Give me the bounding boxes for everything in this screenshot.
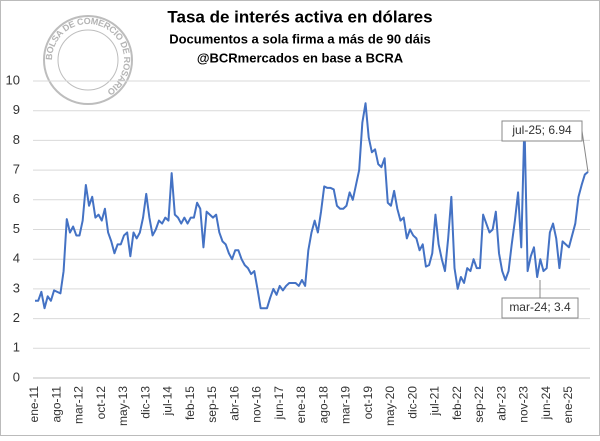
y-tick-label: 1 bbox=[13, 340, 20, 355]
series-line bbox=[35, 102, 589, 310]
y-tick-label: 5 bbox=[13, 221, 20, 236]
x-tick-label: mar-12 bbox=[72, 386, 86, 424]
chart-title: Tasa de interés activa en dólares bbox=[167, 7, 432, 26]
x-tick-label: jun-17 bbox=[272, 386, 286, 421]
y-tick-label: 9 bbox=[13, 102, 20, 117]
x-tick-label: mar-19 bbox=[339, 386, 353, 424]
x-tick-label: nov-16 bbox=[250, 386, 264, 423]
y-tick-label: 2 bbox=[13, 310, 20, 325]
y-tick-label: 4 bbox=[13, 251, 20, 266]
chart-subtitle: Documentos a sola firma a más de 90 dáis bbox=[169, 31, 431, 46]
x-tick-label: jun-24 bbox=[539, 386, 553, 421]
x-tick-label: ene-11 bbox=[27, 386, 41, 423]
chart-source: @BCRmercados en base a BCRA bbox=[197, 50, 404, 65]
y-tick-label: 3 bbox=[13, 280, 20, 295]
x-tick-label: ago-18 bbox=[316, 386, 330, 424]
y-tick-label: 0 bbox=[13, 369, 20, 384]
annotation-box bbox=[501, 120, 583, 142]
y-tick-label: 8 bbox=[13, 132, 20, 147]
x-tick-label: may-13 bbox=[116, 386, 130, 426]
x-tick-label: sep-15 bbox=[205, 386, 219, 423]
x-tick-label: jul-14 bbox=[161, 386, 175, 417]
x-tick-label: ene-25 bbox=[561, 386, 575, 424]
x-tick-label: dic-20 bbox=[405, 386, 419, 419]
x-tick-label: oct-12 bbox=[94, 386, 108, 420]
annotation-leader bbox=[581, 130, 589, 173]
y-tick-label: 10 bbox=[6, 72, 20, 87]
x-tick-label: ago-11 bbox=[49, 386, 63, 423]
x-tick-label: sep-22 bbox=[472, 386, 486, 423]
x-tick-label: oct-19 bbox=[361, 386, 375, 420]
x-tick-label: feb-22 bbox=[450, 386, 464, 420]
annotation-box bbox=[501, 297, 579, 319]
annotation-text: jul-25; 6.94 bbox=[511, 123, 572, 137]
y-tick-label: 7 bbox=[13, 162, 20, 177]
x-tick-label: jul-21 bbox=[428, 386, 442, 417]
annotation-text: mar-24; 3.4 bbox=[509, 300, 571, 314]
x-tick-label: ene-18 bbox=[294, 386, 308, 424]
x-tick-label: may-20 bbox=[383, 386, 397, 426]
x-tick-label: nov-23 bbox=[517, 386, 531, 423]
x-tick-label: feb-15 bbox=[183, 386, 197, 420]
x-tick-label: dic-13 bbox=[138, 386, 152, 419]
x-tick-label: abr-23 bbox=[494, 386, 508, 421]
x-tick-label: abr-16 bbox=[227, 386, 241, 421]
y-tick-label: 6 bbox=[13, 191, 20, 206]
